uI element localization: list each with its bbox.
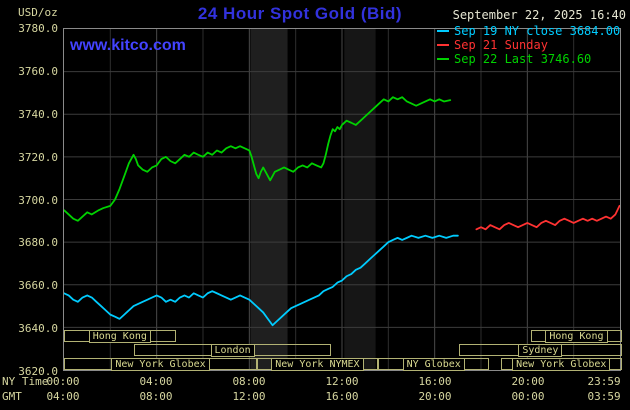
x-axis-row-label: NY Time [2,375,49,388]
market-sessions: Hong Kong Hong Kong London Sydney New York G… [64,29,622,371]
y-tick-label: 3620.0 [18,365,58,378]
x-tick-label: 03:59 [587,390,621,403]
kitco-link[interactable]: www.kitco.com [70,37,186,54]
session-bar: New York Globex [64,357,257,371]
x-tick-label: 12:00 [325,375,359,388]
session-label: New York NYMEX [271,357,364,371]
y-tick-label: 3700.0 [18,193,58,207]
chart-datetime: September 22, 2025 16:40 [452,8,626,22]
legend-item-prev-close: Sep 19 NY close 3684.00 [437,24,620,38]
x-tick-label: 12:00 [232,390,266,403]
session-bar: Hong Kong [531,329,622,343]
session-bar: Sydney [459,343,622,357]
x-axis-row-label: GMT [2,390,22,403]
legend-item-last: Sep 22 Last 3746.60 [437,52,620,66]
price-lines-svg [64,29,620,370]
y-tick-label: 3680.0 [18,236,58,250]
y-tick-label: 3760.0 [18,64,58,78]
x-tick-label: 04:00 [46,390,80,403]
session-bar: Hong Kong [64,329,176,343]
y-tick-label: 3740.0 [18,107,58,121]
x-tick-label: 23:59 [587,375,621,388]
legend-label: Sep 21 Sunday [454,38,548,52]
session-bar: New York Globex [501,357,622,371]
session-bar: NY Globex [377,357,490,371]
x-tick-label: 04:00 [139,375,173,388]
y-tick-label: 3660.0 [18,279,58,293]
legend-label: Sep 22 Last 3746.60 [454,52,592,66]
x-tick-label: 08:00 [139,390,173,403]
x-tick-label: 08:00 [232,375,266,388]
session-label: New York Globex [512,357,611,371]
x-tick-label: 20:00 [418,390,452,403]
session-label: Hong Kong [88,329,151,343]
legend-item-sunday: Sep 21 Sunday [437,38,620,52]
session-label: New York Globex [111,357,210,371]
session-bar: London [133,343,332,357]
x-tick-label: 20:00 [511,375,545,388]
legend-label: Sep 19 NY close 3684.00 [454,24,621,38]
x-tick-label: 16:00 [325,390,359,403]
legend-dash-icon [437,58,449,60]
legend-dash-icon [437,44,449,46]
y-axis-units-label: USD/oz [18,6,58,19]
y-tick-label: 3640.0 [18,322,58,336]
plot-area: www.kitco.com Hong Kong Hong Kong London Sy… [63,28,622,371]
x-tick-label: 00:00 [511,390,545,403]
y-tick-label: 3720.0 [18,150,58,164]
price-line [64,96,452,222]
chart-title: 24 Hour Spot Gold (Bid) [197,4,403,23]
y-tick-label: 3780.0 [18,22,58,35]
price-line [475,204,620,231]
price-line [64,234,459,327]
session-label: Sydney [518,343,563,357]
session-label: NY Globex [402,357,465,371]
x-tick-label: 00:00 [46,375,80,388]
legend: Sep 19 NY close 3684.00 Sep 21 Sunday Se… [437,24,620,66]
legend-dash-icon [437,30,449,32]
session-label: Hong Kong [545,329,608,343]
session-bar: New York NYMEX [256,357,378,371]
session-label: London [210,343,255,357]
x-tick-label: 16:00 [418,375,452,388]
